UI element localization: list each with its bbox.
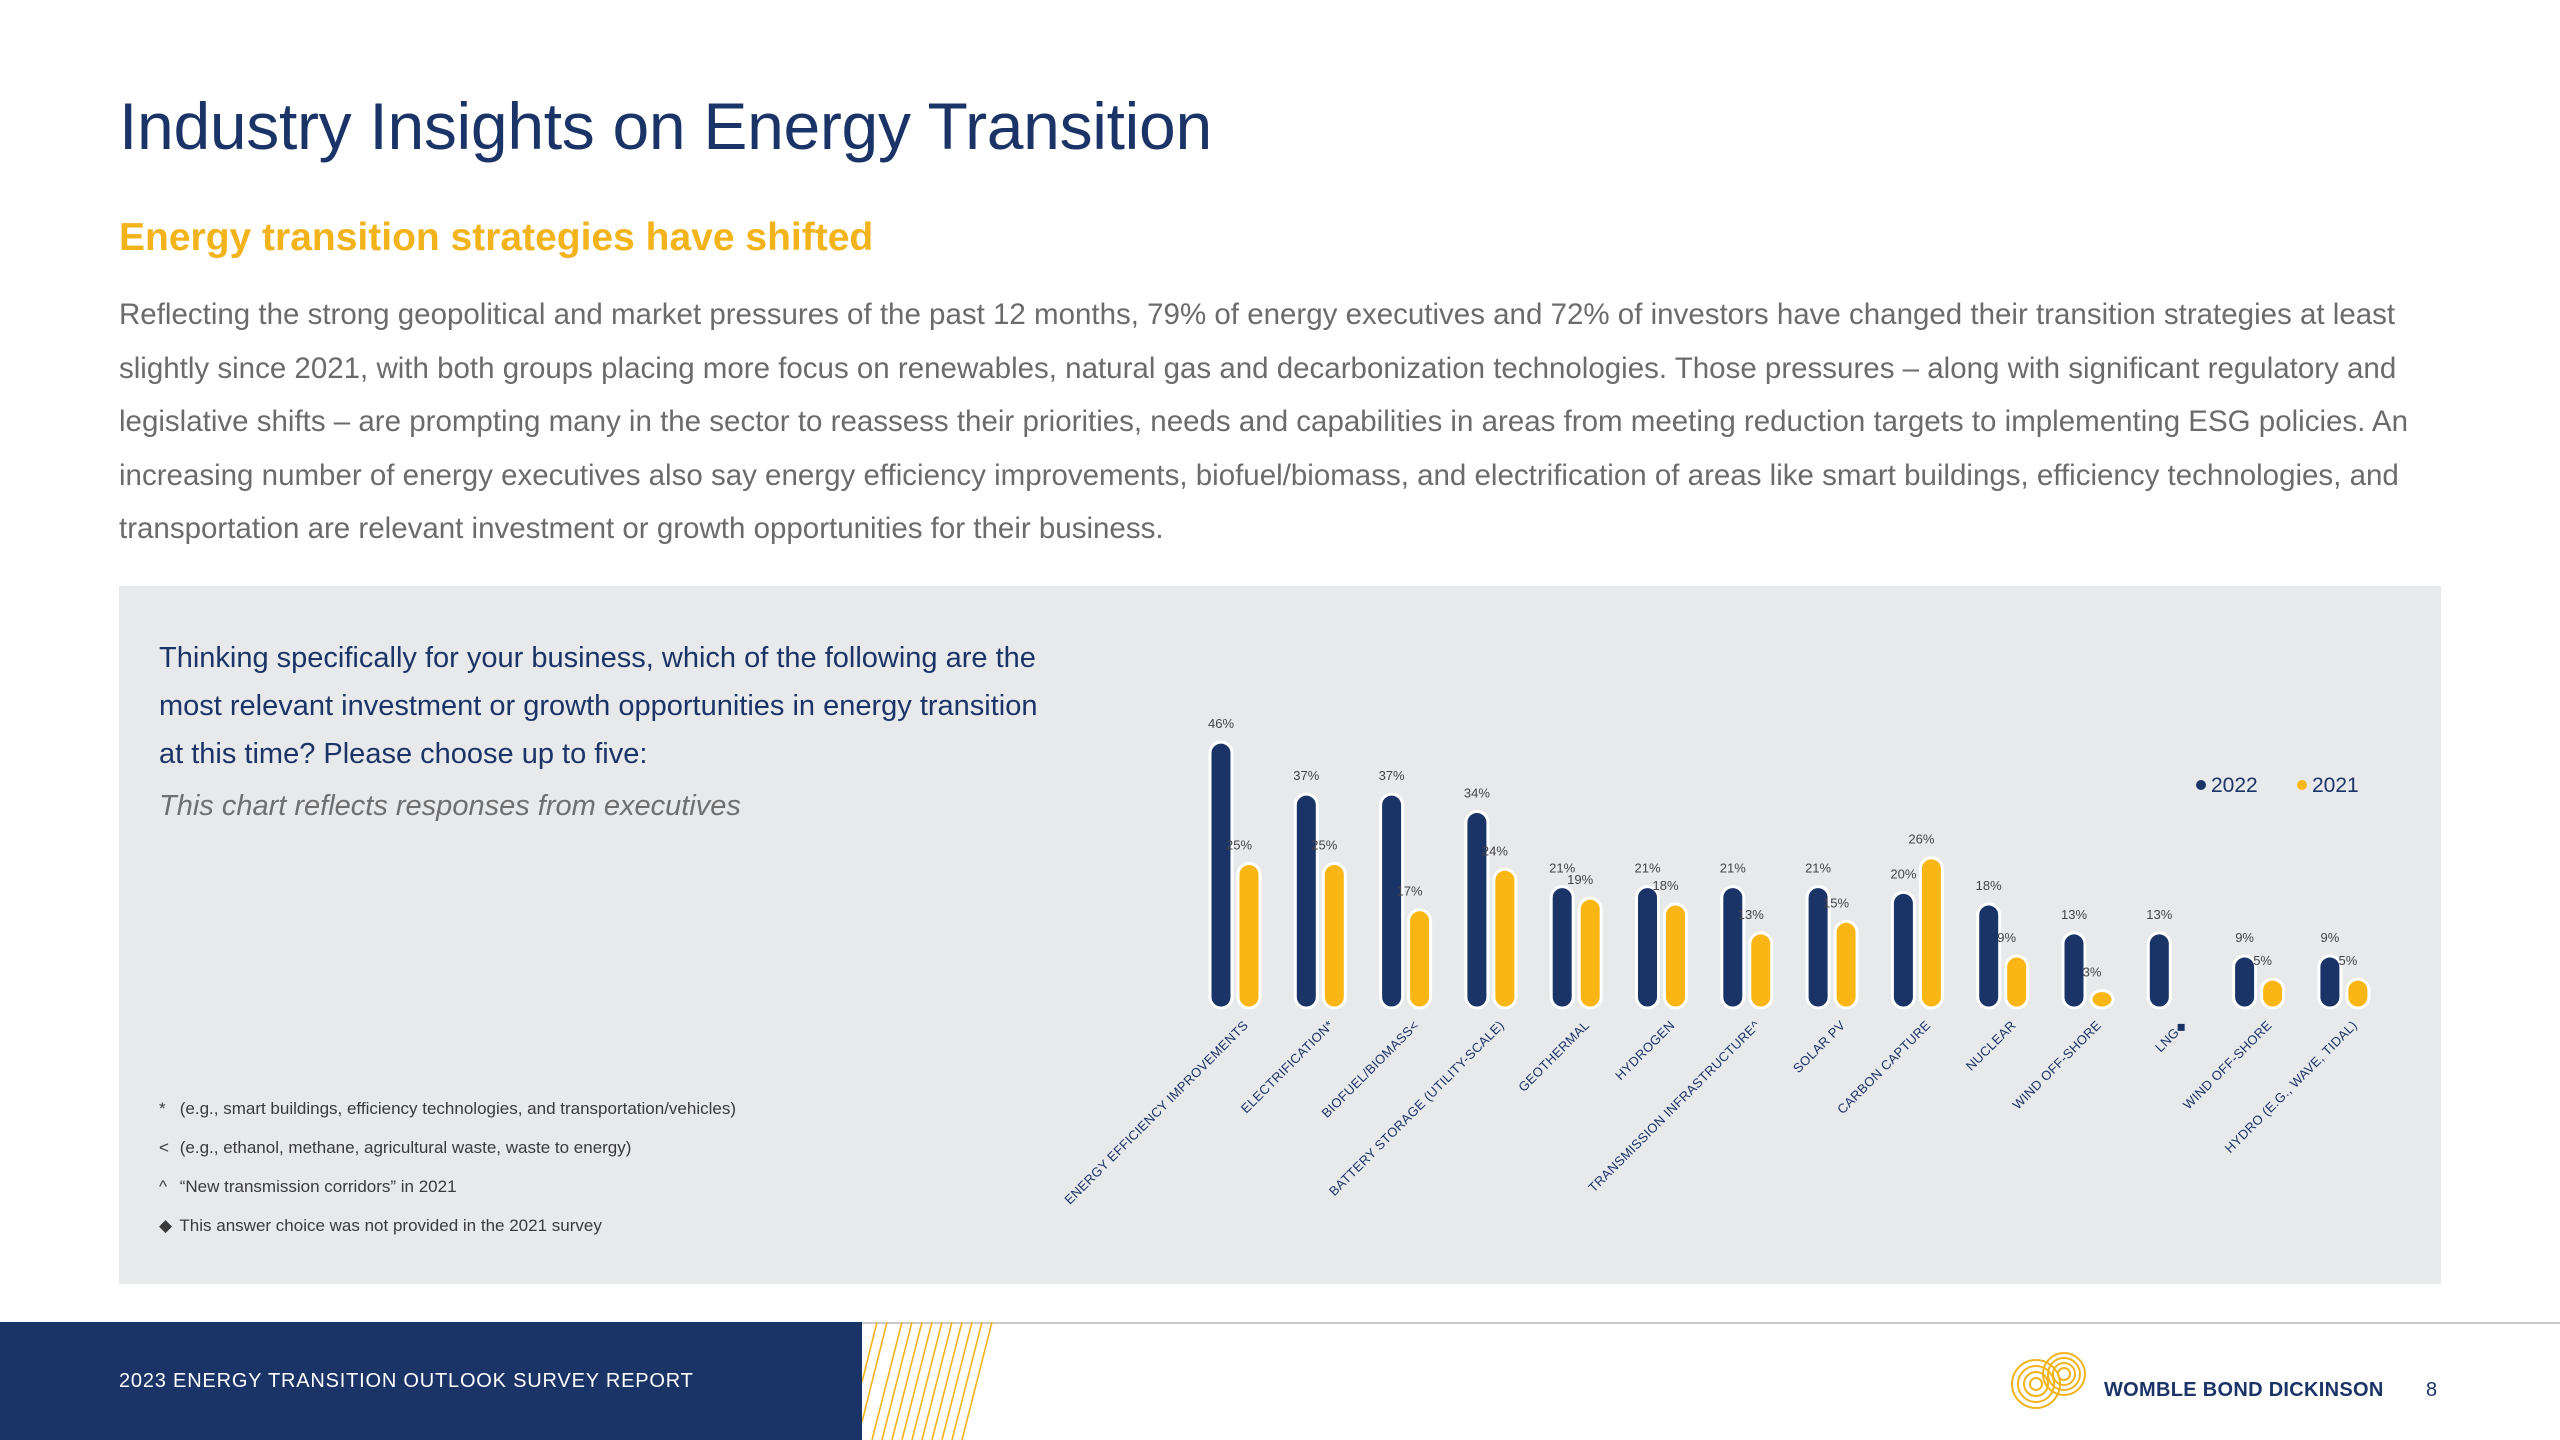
category-tick-label: WIND OFF-SHORE — [2180, 1018, 2275, 1113]
category-tick-label: ELECTRIFICATION* — [1238, 1018, 1337, 1117]
category-tick-label: GEOTHERMAL — [1515, 1018, 1592, 1095]
data-label-2022: 13% — [2061, 907, 2087, 922]
data-label-2022: 18% — [1976, 878, 2002, 893]
data-label-2021: 13% — [1738, 907, 1764, 922]
survey-question: Thinking specifically for your business,… — [159, 642, 1038, 770]
bar-2022 — [1293, 792, 1319, 1010]
bar-2022 — [1976, 902, 2002, 1010]
data-label-2022: 21% — [1634, 861, 1660, 876]
footer-report-title: 2023 ENERGY TRANSITION OUTLOOK SURVEY RE… — [119, 1370, 694, 1392]
data-label-2021: 9% — [1997, 930, 2016, 945]
bar-2021 — [2089, 989, 2115, 1010]
data-label-2021: 24% — [1482, 843, 1508, 858]
bar-2021 — [1407, 908, 1433, 1010]
page-title: Industry Insights on Energy Transition — [119, 89, 1212, 163]
legend-label-2022: 2022 — [2211, 774, 2258, 797]
data-label-2021: 15% — [1823, 895, 1849, 910]
bar-2021 — [1663, 902, 1688, 1010]
data-label-2021: 3% — [2083, 965, 2102, 980]
bar-2022 — [1890, 890, 1916, 1010]
footnote: * (e.g., smart buildings, efficiency tec… — [159, 1096, 736, 1135]
data-label-2021: 25% — [1226, 838, 1252, 853]
page-subtitle: Energy transition strategies have shifte… — [119, 216, 874, 259]
intro-paragraph: Reflecting the strong geopolitical and m… — [119, 298, 2409, 545]
bar-2021 — [1236, 862, 1262, 1010]
data-label-2021: 17% — [1397, 884, 1423, 899]
bar-2021 — [1748, 931, 1774, 1010]
data-label-2022: 21% — [1805, 861, 1831, 876]
footnote-text: (e.g., ethanol, methane, agricultural wa… — [179, 1138, 632, 1157]
category-tick-label: ENERGY EFFICIENCY IMPROVEMENTS — [1061, 1018, 1251, 1208]
footnote-text: This answer choice was not provided in t… — [179, 1216, 602, 1235]
data-label-2022: 21% — [1549, 861, 1575, 876]
bar-chart: 46% 25% ENERGY EFFICIENCY IMPROVEMENTS 37% 2… — [1061, 716, 2371, 1208]
footnote-symbol: ^ — [159, 1177, 167, 1196]
bar-2021 — [2260, 977, 2286, 1010]
bar-2021 — [2345, 977, 2371, 1010]
bar-2021 — [1321, 862, 1347, 1010]
brand-logo-icon — [2011, 1352, 2086, 1409]
category-tick-label: TRANSMISSION INFRASTRUCTURE^ — [1585, 1017, 1763, 1195]
data-label-2022: 21% — [1720, 861, 1746, 876]
bar-2021 — [2004, 954, 2030, 1010]
data-label-2021: 5% — [2253, 953, 2272, 968]
bar-2021 — [1577, 896, 1603, 1010]
legend-label-2021: 2021 — [2312, 774, 2359, 797]
data-label-2022: 46% — [1208, 716, 1234, 731]
data-label-2022: 34% — [1464, 785, 1490, 800]
data-label-2021: 5% — [2339, 953, 2358, 968]
chart-panel — [119, 586, 2441, 1284]
bar-2022 — [1379, 792, 1405, 1010]
bar-2022 — [1464, 809, 1490, 1010]
footnote-symbol: < — [159, 1138, 169, 1157]
footer-stripes-decoration — [862, 1322, 993, 1440]
footnotes: * (e.g., smart buildings, efficiency tec… — [159, 1096, 736, 1252]
data-label-2021: 25% — [1311, 838, 1337, 853]
data-label-2021: 19% — [1567, 872, 1593, 887]
bar-2022 — [2061, 931, 2087, 1010]
data-label-2022: 9% — [2321, 930, 2340, 945]
data-label-2021: 26% — [1908, 832, 1934, 847]
bar-2022 — [2232, 954, 2258, 1010]
category-tick-label: CARBON CAPTURE — [1834, 1018, 1933, 1117]
category-tick-label: BATTERY STORAGE (UTILITY-SCALE) — [1326, 1018, 1507, 1199]
bar-2022 — [1208, 740, 1234, 1010]
footer-divider — [860, 1322, 2560, 1324]
category-tick-label: BIOFUEL/BIOMASS< — [1319, 1018, 1422, 1121]
bar-2022 — [1549, 885, 1575, 1010]
page-number: 8 — [2426, 1379, 2438, 1401]
footnote-symbol: ◆ — [159, 1216, 173, 1235]
data-label-2022: 37% — [1379, 768, 1405, 783]
category-tick-label: SOLAR PV — [1790, 1018, 1848, 1076]
footnote-text: (e.g., smart buildings, efficiency techn… — [179, 1099, 736, 1118]
legend-swatch-2021 — [2297, 780, 2307, 790]
footnote: ^ “New transmission corridors” in 2021 — [159, 1174, 736, 1213]
bar-2021 — [1833, 919, 1859, 1010]
bar-2021 — [1918, 856, 1944, 1010]
bar-2022 — [1805, 885, 1831, 1010]
footer-band — [0, 1322, 862, 1440]
data-label-2022: 20% — [1890, 866, 1916, 881]
bar-2022 — [2146, 931, 2172, 1010]
bar-2022 — [1635, 885, 1660, 1010]
category-tick-label: HYDROGEN — [1612, 1018, 1677, 1083]
data-label-2022: 13% — [2146, 907, 2172, 922]
footnote: ◆ This answer choice was not provided in… — [159, 1213, 736, 1252]
data-label-2021: 18% — [1652, 878, 1678, 893]
data-label-2022: 37% — [1293, 768, 1319, 783]
category-tick-label: WIND OFF-SHORE — [2009, 1018, 2104, 1113]
brand-name: WOMBLE BOND DICKINSON — [2104, 1379, 2384, 1401]
legend-swatch-2022 — [2196, 780, 2206, 790]
chart-note: This chart reflects responses from execu… — [159, 790, 741, 822]
data-label-2022: 9% — [2235, 930, 2254, 945]
category-tick-label: LNG◆ — [2152, 1018, 2189, 1055]
footnote: < (e.g., ethanol, methane, agricultural … — [159, 1135, 736, 1174]
footnote-symbol: * — [159, 1099, 166, 1118]
bar-2021 — [1492, 867, 1518, 1010]
bar-2022 — [1720, 885, 1746, 1010]
footnote-text: “New transmission corridors” in 2021 — [179, 1177, 457, 1196]
bar-2022 — [2317, 954, 2343, 1010]
category-tick-label: NUCLEAR — [1963, 1018, 2019, 1074]
